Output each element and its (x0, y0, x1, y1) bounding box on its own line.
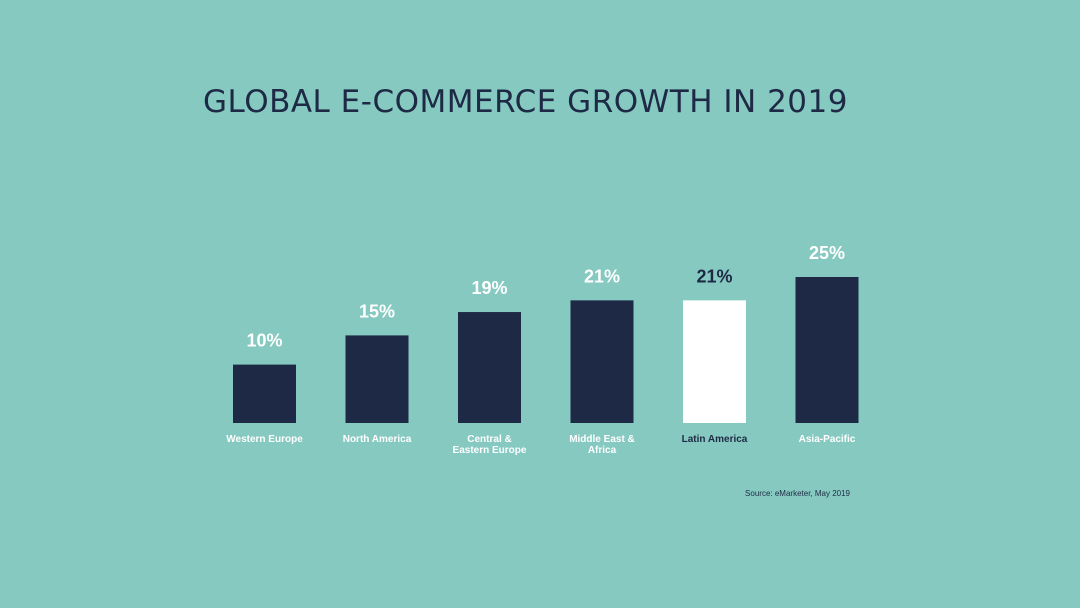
category-label-0: Western Europe (226, 434, 303, 445)
chart-source: Source: eMarketer, May 2019 (745, 489, 850, 498)
category-label-5: Asia-Pacific (799, 434, 856, 445)
chart-title: GLOBAL E-COMMERCE GROWTH IN 2019 (203, 84, 848, 120)
category-label-4: Latin America (682, 434, 748, 445)
value-label-1: 15% (359, 301, 395, 321)
bar-3 (570, 300, 634, 423)
category-label-1: North America (343, 434, 412, 445)
bar-4 (683, 300, 746, 423)
value-label-2: 19% (471, 278, 507, 298)
bar-2 (458, 312, 521, 423)
value-label-0: 10% (246, 331, 282, 351)
bar-0 (233, 364, 296, 423)
value-label-4: 21% (696, 266, 732, 286)
category-label-2: Central & Eastern Europe (453, 434, 527, 456)
value-label-5: 25% (809, 243, 845, 263)
bar-1 (345, 335, 409, 423)
category-label-3: Middle East & Africa (569, 434, 635, 456)
value-label-3: 21% (584, 266, 620, 286)
bar-5 (795, 277, 859, 423)
